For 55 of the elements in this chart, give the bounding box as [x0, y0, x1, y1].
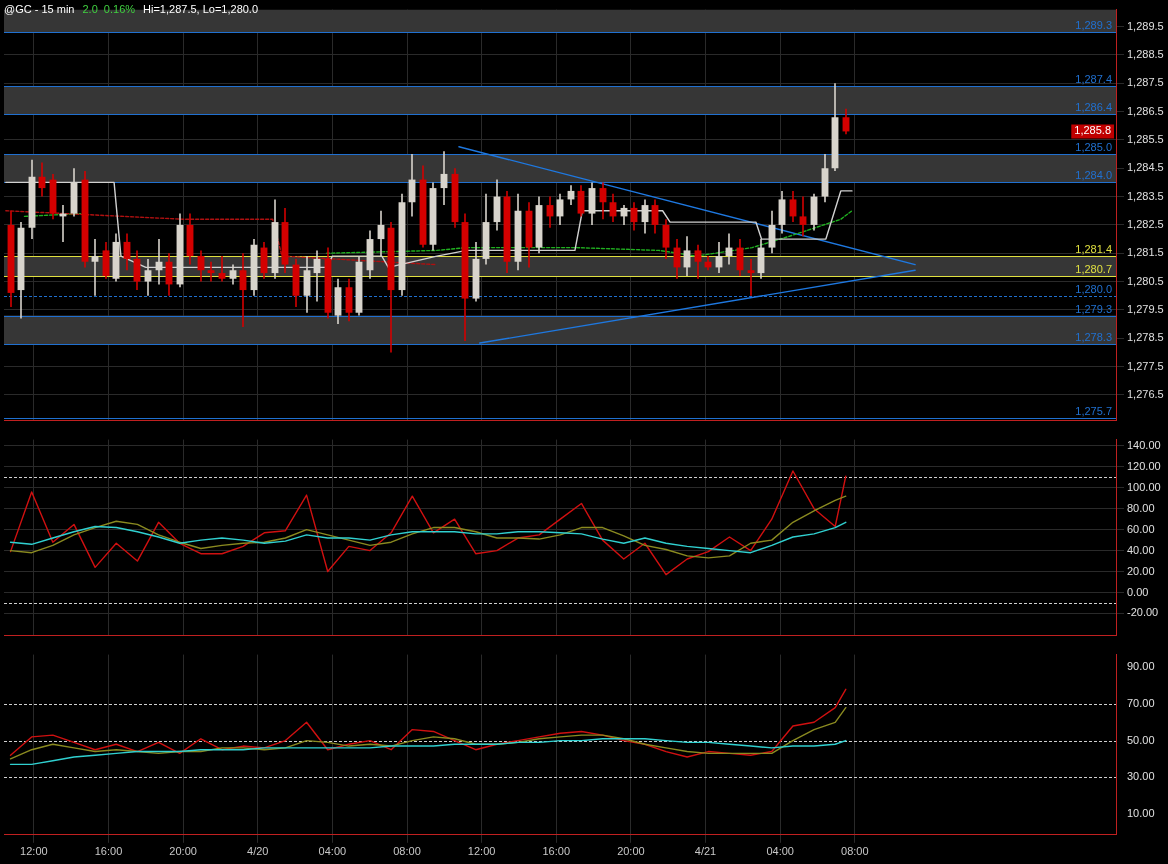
y-tick-label: 40.00 — [1127, 543, 1155, 556]
y-tick-label: 30.00 — [1127, 770, 1155, 783]
y-tick-label: 90.00 — [1127, 660, 1155, 673]
ref-line-label: 1,289.3 — [1075, 19, 1112, 32]
y-tick-label: 1,285.5 — [1127, 132, 1164, 145]
y-tick-label: 1,286.5 — [1127, 104, 1164, 117]
y-tick-label: 0.00 — [1127, 585, 1149, 598]
ref-line-label: 1,286.4 — [1075, 101, 1112, 114]
y-tick-label: 1,281.5 — [1127, 246, 1164, 259]
x-tick-label: 4/21 — [694, 845, 717, 858]
y-tick-label: 70.00 — [1127, 697, 1155, 710]
y-tick-label: 100.00 — [1127, 480, 1161, 493]
chart-title: @GC - 15 min — [4, 2, 75, 15]
ref-line-label: 1,287.4 — [1075, 73, 1112, 86]
y-tick-label: 1,287.5 — [1127, 76, 1164, 89]
ref-line-label: 1,281.4 — [1075, 243, 1112, 256]
ref-line-label: 1,285.0 — [1075, 141, 1112, 154]
y-tick-label: 1,278.5 — [1127, 331, 1164, 344]
y-tick-label: 1,277.5 — [1127, 359, 1164, 372]
y-tick-label: 140.00 — [1127, 438, 1161, 451]
x-tick-label: 08:00 — [841, 845, 869, 858]
y-tick-label: 1,279.5 — [1127, 302, 1164, 315]
x-tick-label: 04:00 — [318, 845, 347, 858]
ref-line-label: 1,278.3 — [1075, 330, 1112, 343]
x-tick-label: 20:00 — [617, 845, 645, 858]
ref-line-label: 1,279.3 — [1075, 302, 1112, 315]
ref-line-label: 1,280.7 — [1075, 262, 1112, 275]
y-tick-label: 1,276.5 — [1127, 387, 1164, 400]
y-tick-label: -20.00 — [1127, 606, 1159, 619]
x-tick-label: 12:00 — [467, 845, 496, 858]
y-tick-label: 1,280.5 — [1127, 274, 1164, 287]
annotation: Hi=1,287.5, Lo=1,280.0 — [143, 2, 259, 15]
x-tick-label: 4/20 — [247, 845, 269, 858]
x-tick-label: 20:00 — [169, 845, 197, 858]
x-tick-label: 12:00 — [20, 845, 48, 858]
y-tick-label: 50.00 — [1127, 733, 1155, 746]
y-tick-label: 1,288.5 — [1127, 47, 1164, 60]
y-tick-label: 20.00 — [1127, 564, 1155, 577]
chart-subtitle: 2.0 0.16% — [82, 2, 136, 15]
y-tick-label: 1,283.5 — [1127, 189, 1164, 202]
y-tick-label: 80.00 — [1127, 501, 1155, 514]
y-tick-label: 1,282.5 — [1127, 217, 1164, 230]
x-tick-label: 16:00 — [542, 845, 571, 858]
ref-line-label: 1,280.0 — [1075, 282, 1112, 295]
y-tick-label: 1,289.5 — [1127, 19, 1164, 32]
y-tick-label: 60.00 — [1127, 522, 1155, 535]
ref-line-label: 1,275.7 — [1075, 404, 1112, 417]
x-tick-label: 16:00 — [94, 845, 123, 858]
y-tick-label: 120.00 — [1127, 459, 1161, 472]
annotation: 1,285.8 — [1074, 124, 1111, 137]
y-tick-label: 10.00 — [1127, 806, 1155, 819]
ref-line-label: 1,284.0 — [1075, 169, 1112, 182]
y-tick-label: 1,284.5 — [1127, 161, 1164, 174]
x-tick-label: 08:00 — [393, 845, 421, 858]
x-tick-label: 04:00 — [766, 845, 794, 858]
